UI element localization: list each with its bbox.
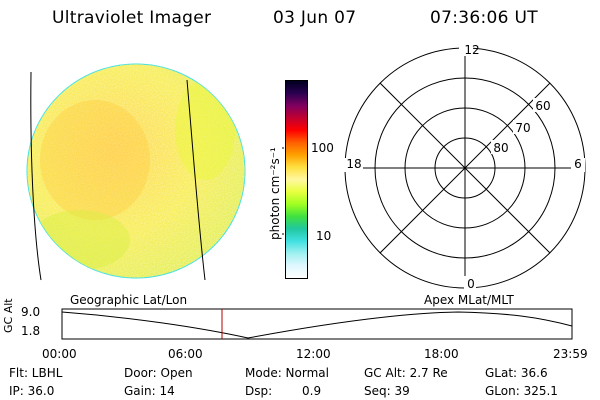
- mlat-label-60: 60: [535, 99, 550, 113]
- timeline-xtick-1800: 18:00: [424, 347, 459, 361]
- polar-plot: 12 18 6 0 60 70 80: [341, 43, 586, 291]
- geographic-latitude: GLat: 36.6: [485, 366, 548, 380]
- mlt-label-6: 6: [574, 157, 582, 171]
- apex-caption: Apex MLat/MLT: [424, 293, 514, 307]
- dsp-value: 0.9: [302, 384, 322, 398]
- dsp-label: Dsp:: [245, 384, 273, 398]
- mlt-label-18: 18: [346, 157, 361, 171]
- sequence-number: Seq: 39: [364, 384, 410, 398]
- mlat-label-70: 70: [515, 121, 530, 135]
- colorbar-tick-10: 10: [316, 229, 332, 243]
- orbit-timeline: [61, 308, 573, 340]
- geographic-caption: Geographic Lat/Lon: [70, 293, 188, 307]
- geographic-longitude: GLon: 325.1: [485, 384, 558, 398]
- timeline-xtick-2359: 23:59: [553, 347, 588, 361]
- filter-value: Flt: LBHL: [9, 366, 63, 380]
- timeline-ylabel: GC Alt: [2, 298, 15, 333]
- colorbar-unit-label: photon cm⁻²s⁻¹: [268, 147, 282, 240]
- instrument-title: Ultraviolet Imager: [52, 8, 212, 28]
- observation-time: 07:36:06 UT: [430, 8, 538, 28]
- altitude-curve: [61, 311, 573, 339]
- gc-altitude: GC Alt: 2.7 Re: [364, 366, 448, 380]
- longitude-line-right: [186, 79, 206, 281]
- colorbar-tick-100: 100: [311, 141, 334, 155]
- mlt-label-0: 0: [467, 277, 475, 291]
- timeline-ytick-low: 1.8: [21, 324, 41, 338]
- timeline-xtick-0000: 00:00: [42, 347, 77, 361]
- uv-disk-image: [26, 63, 246, 281]
- ip-value: IP: 36.0: [9, 384, 55, 398]
- timeline-xtick-0600: 06:00: [168, 347, 203, 361]
- gain-value: Gain: 14: [124, 384, 175, 398]
- observation-date: 03 Jun 07: [273, 8, 357, 28]
- mlat-label-80: 80: [493, 141, 508, 155]
- timeline-ytick-high: 9.0: [21, 305, 41, 319]
- mode-value: Mode: Normal: [245, 366, 329, 380]
- longitude-line-left: [30, 71, 42, 281]
- colorbar: [285, 80, 308, 279]
- colorbar-tick-marks: [282, 147, 284, 235]
- door-status: Door: Open: [124, 366, 193, 380]
- mlt-label-12: 12: [464, 43, 479, 57]
- timeline-xtick-1200: 12:00: [296, 347, 331, 361]
